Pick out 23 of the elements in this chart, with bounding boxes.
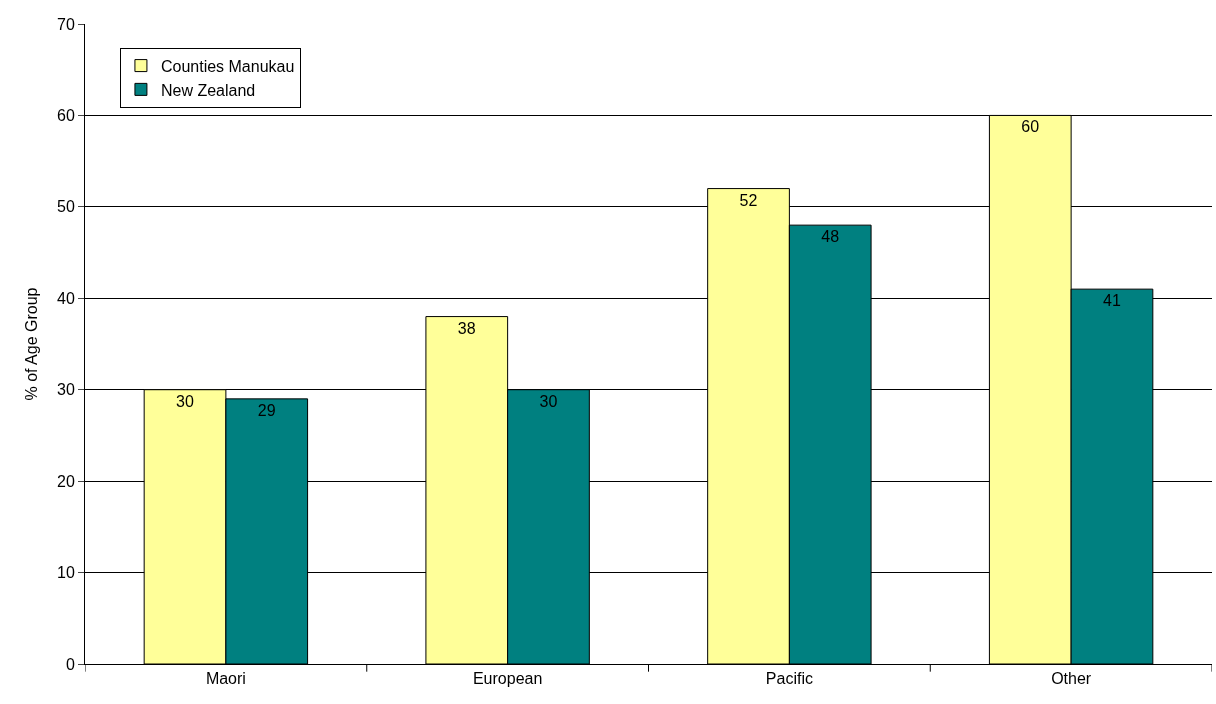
y-tick-label: 10 <box>57 564 75 582</box>
y-tick-label: 40 <box>57 289 75 307</box>
data-label: 38 <box>457 319 476 337</box>
y-axis-title: % of Age Group <box>22 287 40 401</box>
data-label: 29 <box>257 401 276 419</box>
legend-label: New Zealand <box>160 81 256 99</box>
data-label: 41 <box>1103 292 1121 310</box>
y-tick-label: 30 <box>57 381 75 399</box>
data-label: 30 <box>539 392 558 410</box>
x-tick-label: Maori <box>205 670 246 688</box>
y-tick-label: 50 <box>57 198 75 216</box>
x-tick-label: European <box>472 670 543 688</box>
data-label: 30 <box>176 392 194 410</box>
y-tick-label: 60 <box>57 107 75 125</box>
data-label: 60 <box>1021 118 1040 136</box>
y-tick-label: 0 <box>65 655 75 673</box>
x-tick-label: Other <box>1051 670 1092 688</box>
y-tick-label: 20 <box>57 472 75 490</box>
y-tick-label: 70 <box>57 15 75 33</box>
x-tick-label: Pacific <box>765 670 813 688</box>
data-label: 52 <box>739 191 758 209</box>
legend-label: Counties Manukau <box>160 57 295 75</box>
data-label: 48 <box>821 228 840 246</box>
